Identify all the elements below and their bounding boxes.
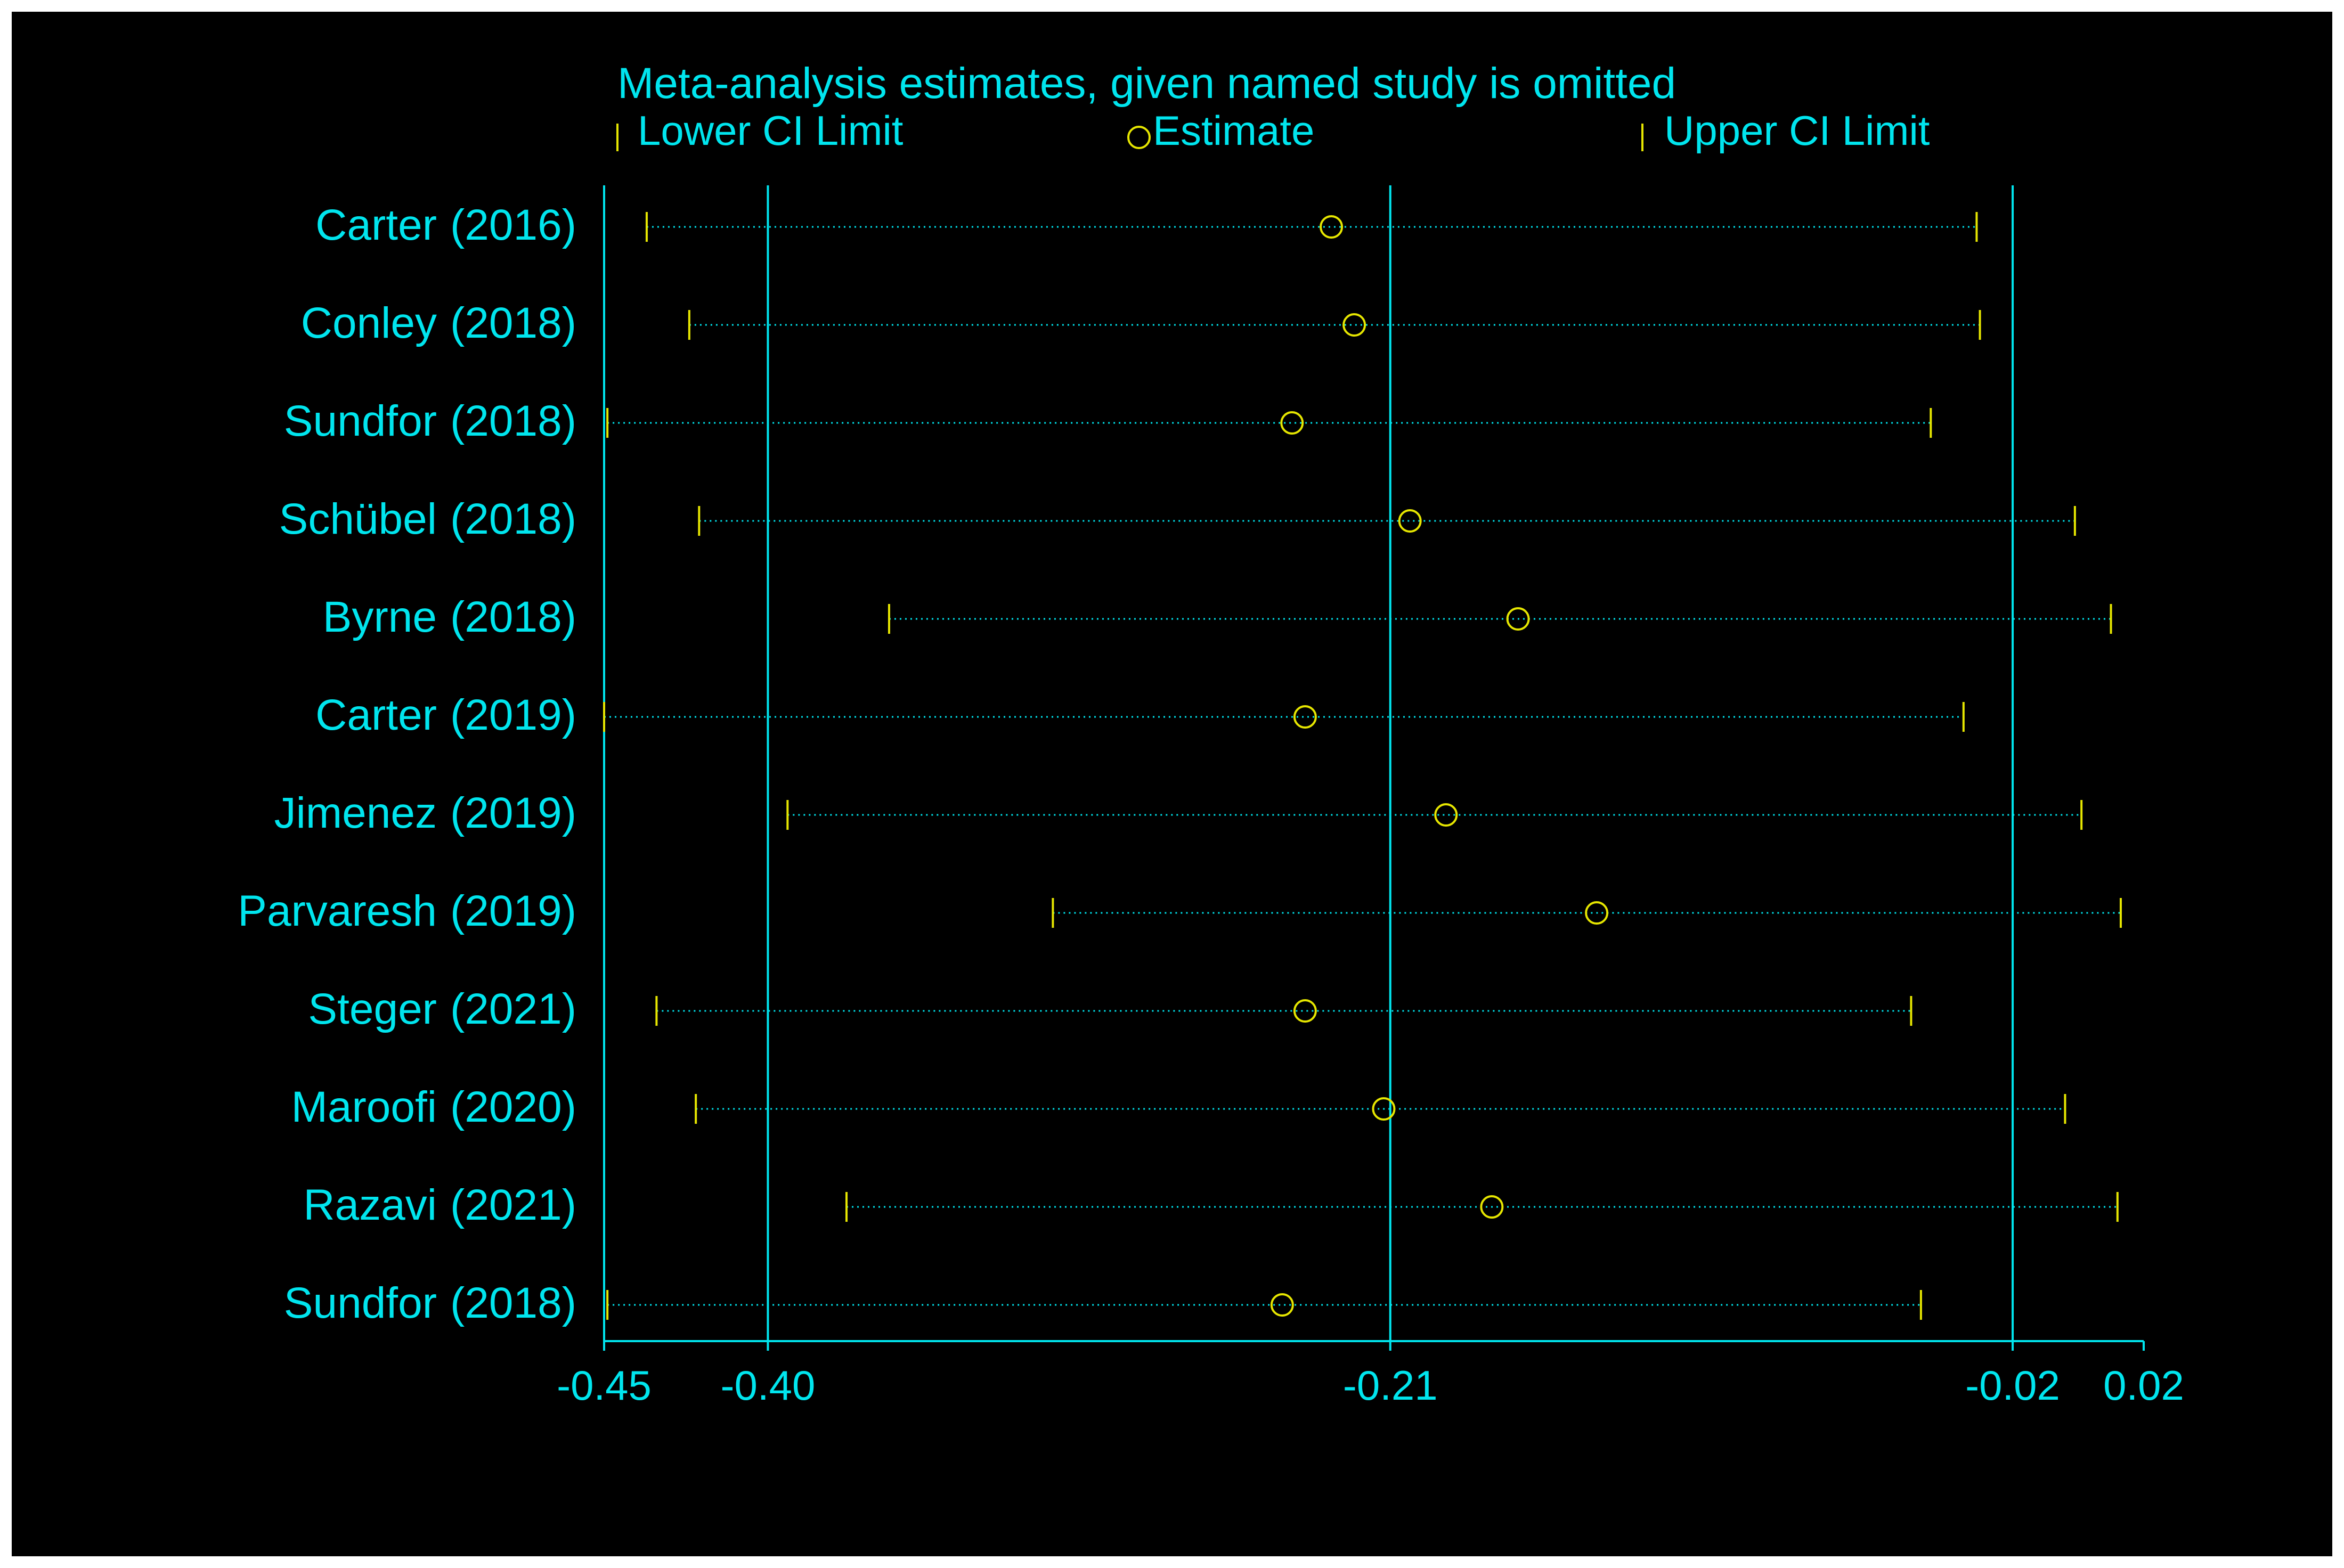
chart-canvas: Meta-analysis estimates, given named stu…	[12, 12, 2332, 1556]
study-name-label: Razavi	[303, 1181, 437, 1229]
study-row: Razavi (2021)	[303, 1181, 2119, 1229]
study-name-label: Schübel	[279, 495, 437, 543]
x-tick-label: -0.45	[557, 1362, 652, 1409]
estimate-marker	[1293, 999, 1317, 1023]
study-row: Schübel (2018)	[279, 495, 2076, 543]
study-name-label: Maroofi	[291, 1083, 437, 1131]
legend-circle-marker	[1127, 126, 1151, 149]
study-year-label: (2018)	[450, 299, 576, 347]
study-name-label: Carter	[315, 201, 437, 249]
study-year-label: (2018)	[450, 1279, 576, 1327]
legend-label: Upper CI Limit	[1664, 107, 1930, 154]
estimate-marker	[1280, 411, 1304, 435]
estimate-marker	[1480, 1195, 1504, 1219]
study-row: Maroofi (2020)	[291, 1083, 2066, 1131]
legend-label: Lower CI Limit	[638, 107, 904, 154]
study-row: Sundfor (2018)	[284, 397, 1932, 445]
plot-background	[12, 12, 2332, 1556]
x-tick-label: 0.02	[2103, 1362, 2184, 1409]
study-name-label: Steger	[308, 985, 437, 1033]
study-year-label: (2018)	[450, 397, 576, 445]
forest-plot: Meta-analysis estimates, given named stu…	[12, 12, 2332, 1556]
reference-lines	[603, 185, 2014, 1341]
estimate-marker	[1270, 1293, 1294, 1317]
study-name-label: Jimenez	[274, 789, 437, 837]
estimate-marker	[1293, 705, 1317, 729]
x-tick-label: -0.40	[721, 1362, 816, 1409]
estimate-marker	[1585, 901, 1609, 925]
x-tick-label: -0.21	[1343, 1362, 1438, 1409]
study-row: Conley (2018)	[301, 299, 1981, 347]
legend-label: Estimate	[1153, 107, 1314, 154]
study-year-label: (2018)	[450, 495, 576, 543]
study-name-label: Sundfor	[284, 397, 437, 445]
study-year-label: (2019)	[450, 789, 576, 837]
study-row: Jimenez (2019)	[274, 789, 2083, 837]
study-name-label: Byrne	[323, 593, 437, 641]
study-year-label: (2019)	[450, 887, 576, 935]
study-row: Carter (2016)	[315, 201, 1978, 249]
legend: Lower CI Limit Estimate Upper CI Limit	[616, 107, 1930, 154]
x-tick-label: -0.02	[1965, 1362, 2060, 1409]
study-name-label: Conley	[301, 299, 437, 347]
study-name-label: Sundfor	[284, 1279, 437, 1327]
study-name-label: Parvaresh	[238, 887, 437, 935]
study-row: Byrne (2018)	[323, 593, 2112, 641]
study-name-label: Carter	[315, 691, 437, 739]
chart-title: Meta-analysis estimates, given named stu…	[617, 59, 1676, 108]
study-row: Steger (2021)	[308, 985, 1912, 1033]
study-year-label: (2016)	[450, 201, 576, 249]
study-year-label: (2019)	[450, 691, 576, 739]
study-rows: Carter (2016)Conley (2018)Sundfor (2018)Sch…	[238, 201, 2122, 1327]
study-year-label: (2021)	[450, 985, 576, 1033]
estimate-marker	[1434, 803, 1458, 827]
x-axis: -0.45 -0.40 -0.21 -0.02 0.02	[557, 1340, 2184, 1409]
study-year-label: (2020)	[450, 1083, 576, 1131]
study-row: Sundfor (2018)	[284, 1279, 1922, 1327]
estimate-marker	[1342, 313, 1366, 337]
estimate-marker	[1372, 1097, 1396, 1121]
study-year-label: (2018)	[450, 593, 576, 641]
study-row: Carter (2019)	[315, 691, 1965, 739]
estimate-marker	[1506, 607, 1530, 631]
study-year-label: (2021)	[450, 1181, 576, 1229]
estimate-marker	[1398, 509, 1422, 533]
study-row: Parvaresh (2019)	[238, 887, 2122, 935]
estimate-marker	[1320, 215, 1344, 239]
